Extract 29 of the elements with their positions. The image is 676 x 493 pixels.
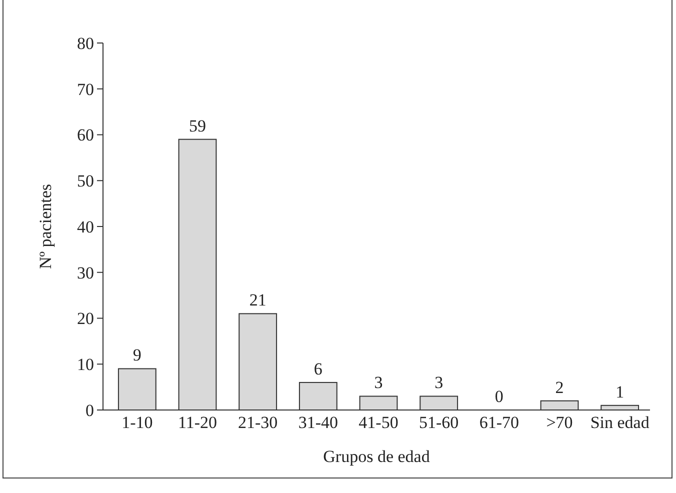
data-label: 1 [616,382,624,402]
data-label: 2 [555,378,564,397]
data-label: 6 [314,359,322,378]
x-tick-label: >70 [546,413,573,432]
y-tick-label: 50 [77,172,94,191]
data-label: 21 [249,290,266,310]
x-tick-label: 1-10 [122,413,153,432]
x-tick-label: 31-40 [298,413,338,432]
x-tick-label: 11-20 [178,413,218,432]
data-label: 3 [374,373,383,392]
y-tick-label: 0 [86,400,94,420]
y-tick-label: 40 [77,217,94,236]
y-tick-label: 30 [77,263,94,282]
y-tick-label: 70 [77,80,94,99]
x-tick-label: Sin edad [590,413,650,432]
data-label: 3 [434,373,444,392]
x-axis-title: Grupos de edad [323,447,430,466]
x-tick-label: 61-70 [479,413,520,432]
x-tick-label: 41-50 [358,413,398,432]
data-label: 0 [494,387,504,406]
y-tick-label: 20 [77,309,94,328]
data-label: 9 [132,346,142,365]
data-label: 59 [189,116,206,136]
y-axis-title: Nº pacientes [36,184,55,270]
y-tick-label: 10 [77,355,94,374]
y-tick-label: 80 [77,34,94,53]
x-tick-label: 21-30 [238,413,278,432]
y-tick-label: 60 [77,126,94,145]
x-tick-label: 51-60 [418,413,459,432]
